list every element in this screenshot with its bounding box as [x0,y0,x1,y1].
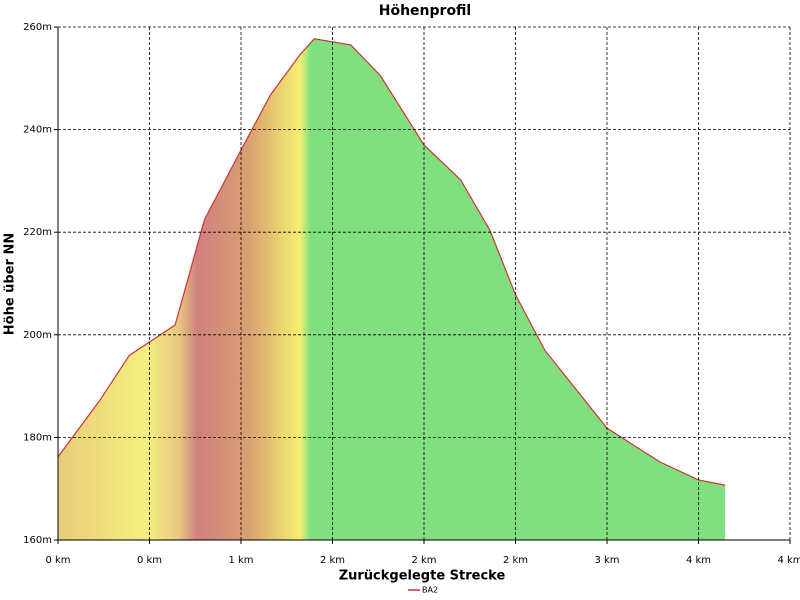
x-tick-label: 2 km [320,555,345,566]
x-tick-label: 1 km [228,555,253,566]
y-tick-label: 180m [23,432,52,443]
x-tick-label: 2 km [503,555,528,566]
area-fill [58,38,726,540]
x-axis-label: Zurückgelegte Strecke [339,569,506,584]
chart-title: Höhenprofil [379,3,471,19]
x-tick-label: 4 km [686,555,711,566]
legend-label: BA2 [422,586,438,595]
y-tick-label: 220m [23,227,52,238]
y-tick-label: 260m [23,22,52,33]
line [57,38,726,486]
x-tick-label: 0 km [137,555,162,566]
y-tick-label: 160m [23,535,52,546]
y-tick-label: 240m [23,125,52,136]
x-tick-label: 4 km [777,555,800,566]
x-tick-label: 0 km [45,555,70,566]
x-tick-label: 2 km [411,555,436,566]
x-tick-label: 3 km [594,555,619,566]
y-tick-label: 200m [23,330,52,341]
y-axis-label: Höhe über NN [3,233,18,335]
plot-area: 160m 180m 200m 220m 240m 260m 0 km 0 km 1 km 2 km… [23,22,800,566]
